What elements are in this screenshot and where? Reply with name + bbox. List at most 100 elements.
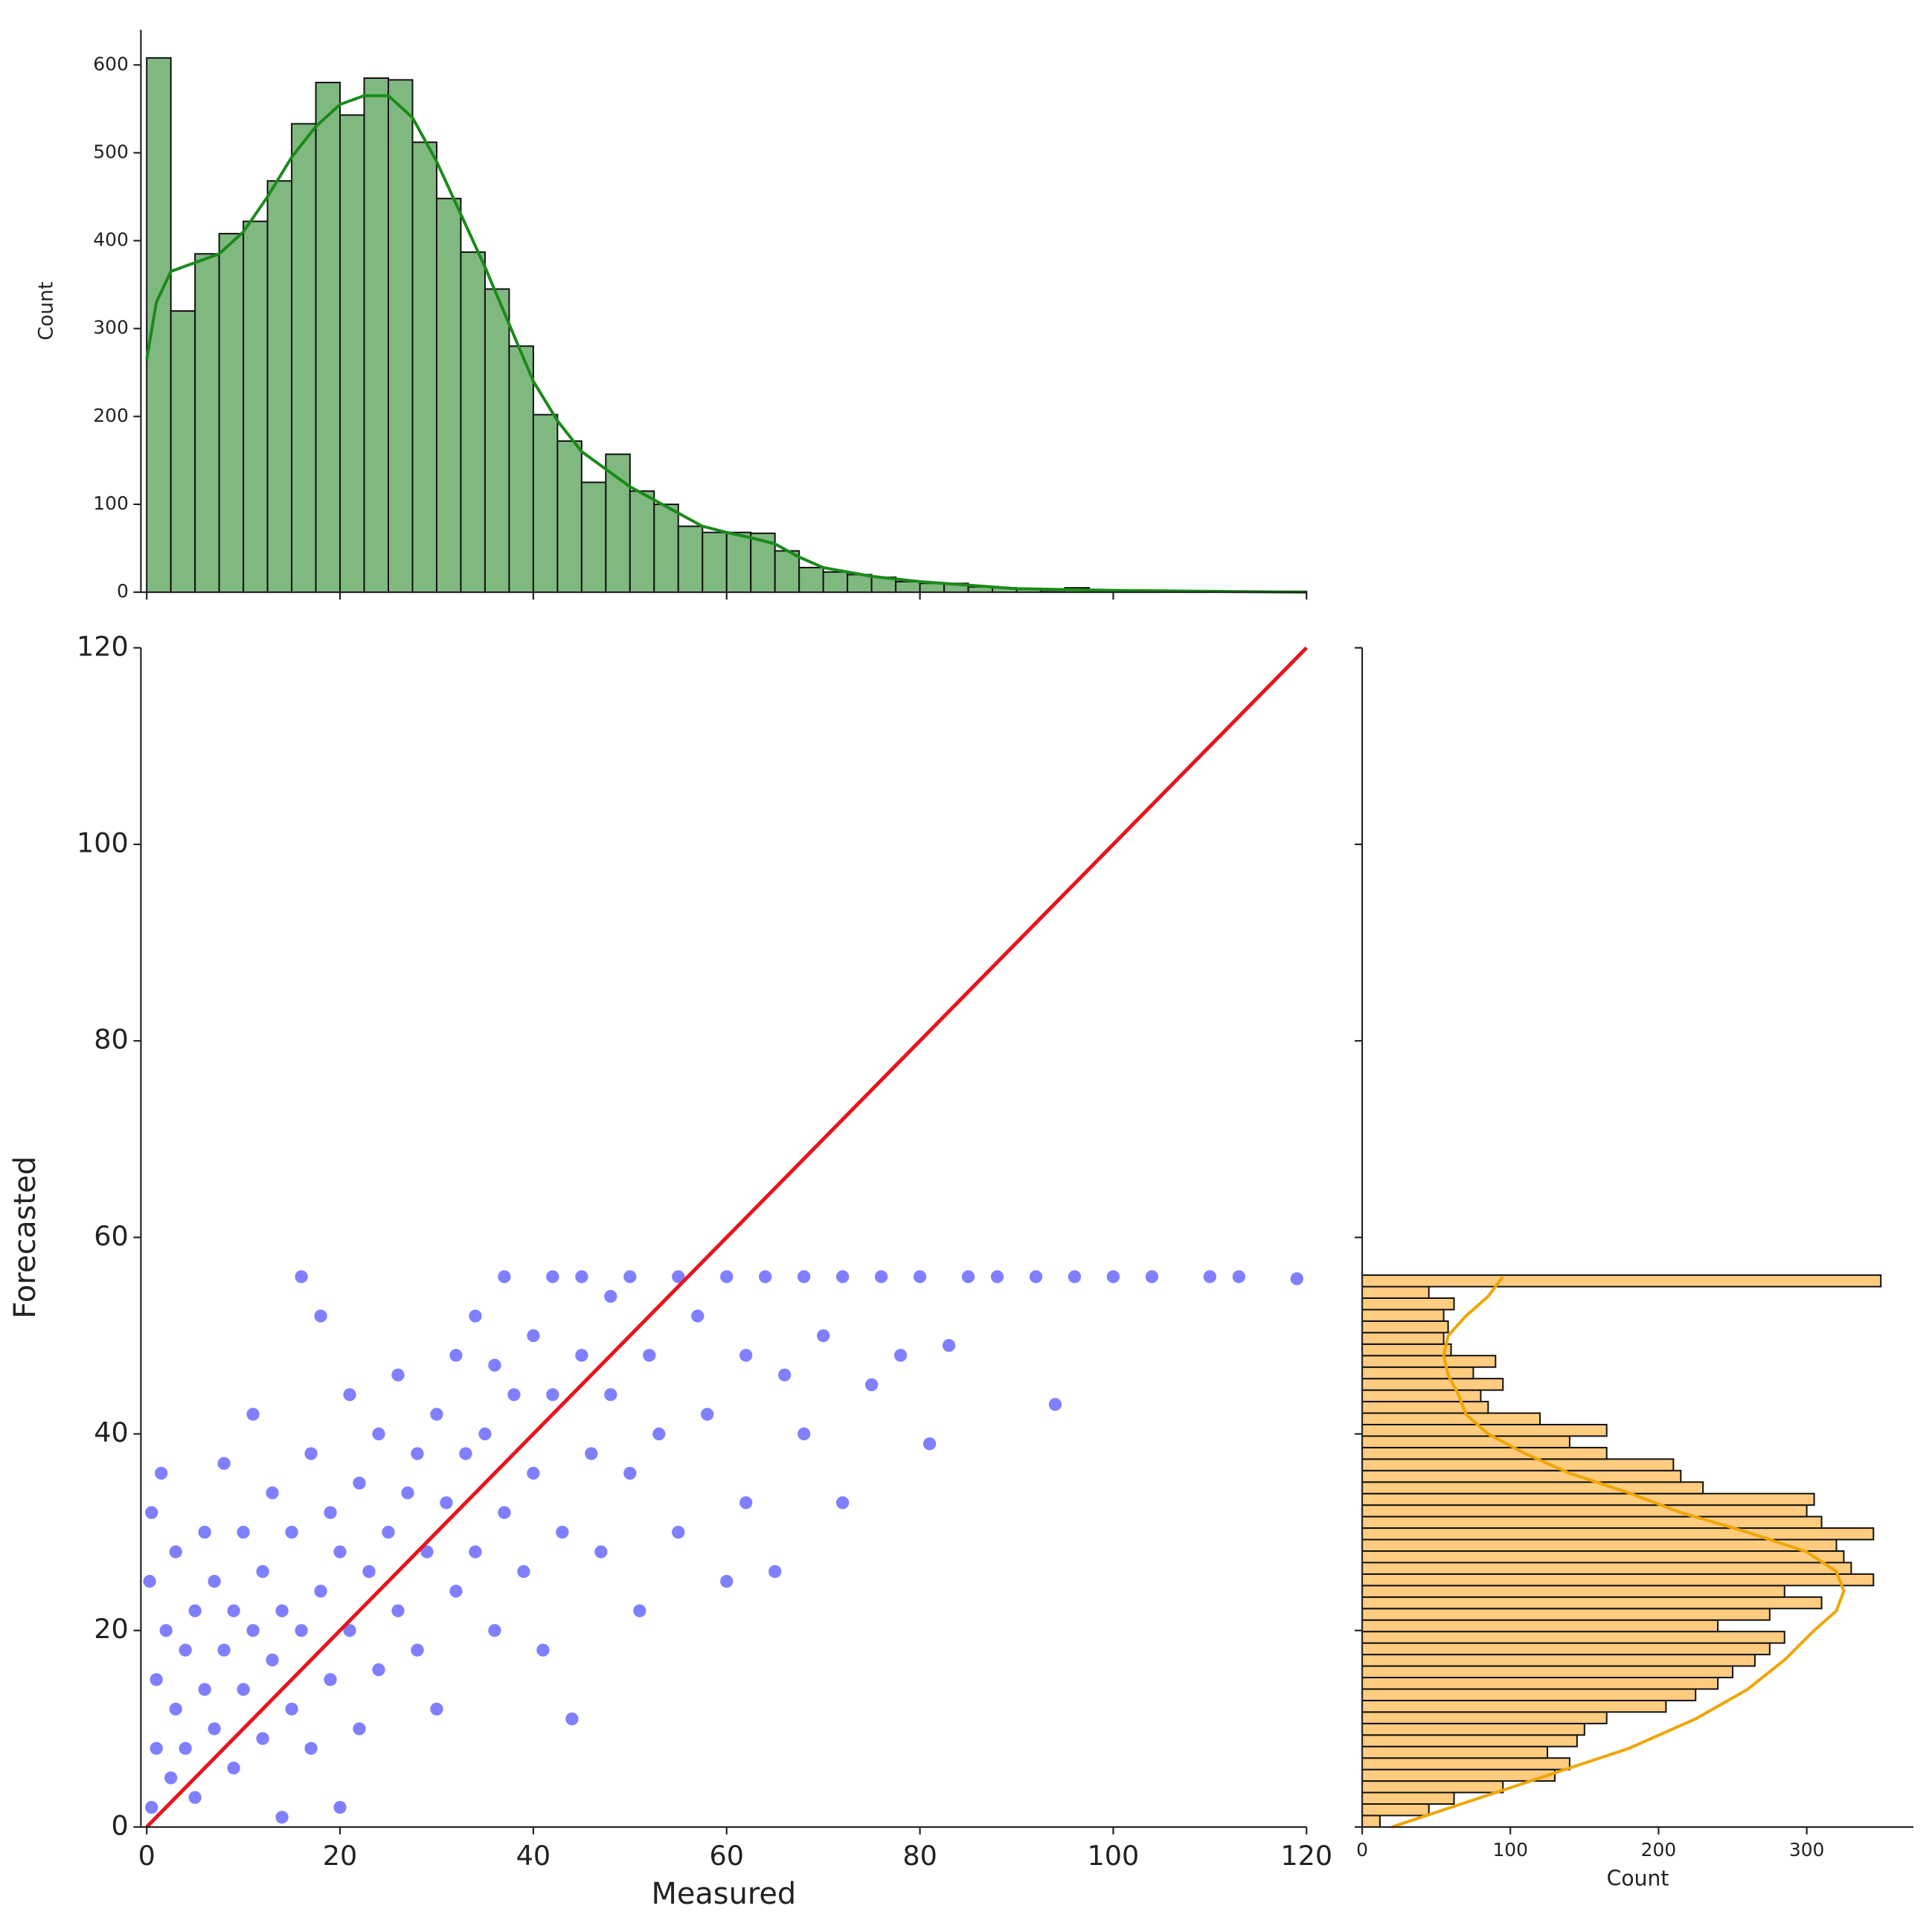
histogram-bar bbox=[291, 123, 317, 594]
histogram-bar bbox=[605, 453, 631, 594]
y-tick-label: 400 bbox=[93, 229, 129, 251]
histogram-bar bbox=[1361, 1527, 1875, 1541]
scatter-point bbox=[873, 1269, 889, 1284]
histogram-bar bbox=[677, 525, 704, 594]
scatter-point bbox=[255, 1731, 270, 1746]
histogram-bar bbox=[266, 180, 293, 594]
scatter-point bbox=[989, 1269, 1005, 1284]
histogram-bar bbox=[532, 414, 559, 594]
scatter-point bbox=[719, 1574, 734, 1589]
histogram-bar bbox=[1361, 1492, 1815, 1506]
histogram-bar bbox=[1361, 1585, 1785, 1598]
kde-curve bbox=[145, 94, 1307, 594]
histogram-bar bbox=[1361, 1711, 1608, 1724]
scatter-point bbox=[265, 1486, 280, 1500]
y-tick-label: 40 bbox=[94, 1416, 129, 1448]
kde-curve bbox=[1391, 1276, 1846, 1829]
histogram-bar bbox=[1361, 1573, 1875, 1587]
scatter-point bbox=[941, 1338, 957, 1353]
scatter-point bbox=[255, 1564, 270, 1579]
scatter-point bbox=[333, 1800, 347, 1815]
scatter-point bbox=[768, 1564, 783, 1579]
scatter-point bbox=[187, 1603, 202, 1618]
histogram-bar bbox=[1361, 1515, 1823, 1529]
y-tick-label: 60 bbox=[94, 1220, 129, 1252]
x-axis-label: Measured bbox=[651, 1877, 796, 1911]
x-tick-label: 40 bbox=[516, 1840, 551, 1872]
histogram-bar bbox=[435, 197, 462, 594]
scatter-point bbox=[187, 1790, 202, 1805]
y-tick-label: 600 bbox=[93, 53, 129, 74]
scatter-point bbox=[178, 1741, 193, 1756]
scatter-point bbox=[410, 1643, 425, 1657]
scatter-point bbox=[294, 1623, 309, 1638]
scatter-point bbox=[197, 1682, 212, 1697]
scatter-point bbox=[207, 1721, 222, 1736]
scatter-point bbox=[342, 1623, 357, 1638]
scatter-point bbox=[400, 1486, 415, 1500]
scatter-point bbox=[893, 1348, 908, 1363]
scatter-point bbox=[594, 1544, 609, 1559]
histogram-bar bbox=[1361, 1274, 1882, 1288]
histogram-bar bbox=[653, 503, 679, 594]
scatter-point bbox=[574, 1269, 589, 1284]
histogram-bar bbox=[1361, 1343, 1452, 1357]
scatter-point bbox=[197, 1525, 212, 1540]
scatter-point bbox=[304, 1446, 318, 1461]
histogram-bar bbox=[1361, 1596, 1823, 1610]
histogram-bar bbox=[508, 345, 534, 594]
scatter-point bbox=[487, 1358, 502, 1373]
scatter-point bbox=[458, 1446, 473, 1461]
histogram-bar bbox=[1361, 1332, 1445, 1345]
y-tick-label: 120 bbox=[77, 630, 129, 662]
scatter-point bbox=[700, 1407, 715, 1422]
scatter-point bbox=[719, 1269, 734, 1284]
scatter-point bbox=[652, 1426, 667, 1442]
scatter-point bbox=[429, 1701, 444, 1717]
histogram-bar bbox=[725, 531, 752, 594]
scatter-point bbox=[313, 1309, 328, 1323]
histogram-bar bbox=[1361, 1561, 1852, 1575]
scatter-point bbox=[960, 1269, 976, 1284]
histogram-bar bbox=[1361, 1642, 1771, 1656]
scatter-point bbox=[555, 1525, 570, 1540]
histogram-bar bbox=[339, 114, 365, 594]
scatter-point bbox=[516, 1564, 531, 1579]
scatter-point bbox=[323, 1505, 338, 1520]
histogram-bar bbox=[580, 481, 607, 594]
y-tick-label: 100 bbox=[93, 492, 129, 514]
y-tick-label: 80 bbox=[94, 1024, 129, 1056]
scatter-point bbox=[603, 1288, 618, 1304]
scatter-point bbox=[362, 1564, 376, 1579]
histogram-bar bbox=[388, 79, 414, 594]
y-tick-label: 500 bbox=[93, 141, 129, 162]
scatter-point bbox=[1047, 1397, 1063, 1412]
scatter-point bbox=[207, 1574, 222, 1589]
histogram-bar bbox=[363, 77, 390, 594]
histogram-bar bbox=[1361, 1309, 1445, 1322]
scatter-point bbox=[468, 1544, 483, 1559]
scatter-point bbox=[690, 1309, 705, 1323]
scatter-point bbox=[739, 1495, 754, 1510]
histogram-bar bbox=[1361, 1458, 1675, 1471]
scatter-point bbox=[526, 1328, 541, 1344]
histogram-bar bbox=[1361, 1768, 1556, 1782]
scatter-point bbox=[671, 1525, 686, 1540]
histogram-bar bbox=[1361, 1504, 1808, 1518]
histogram-bar bbox=[1361, 1722, 1585, 1736]
scatter-point bbox=[381, 1525, 396, 1540]
scatter-point bbox=[158, 1623, 173, 1638]
scatter-point bbox=[584, 1446, 599, 1461]
y-axis-label: Count bbox=[35, 282, 58, 341]
histogram-bar bbox=[1361, 1734, 1578, 1747]
scatter-point bbox=[275, 1603, 289, 1618]
x-axis-label: Count bbox=[1607, 1866, 1669, 1891]
scatter-point bbox=[352, 1721, 367, 1736]
histogram-bar bbox=[1361, 1550, 1845, 1564]
x-tick-label: 120 bbox=[1280, 1840, 1332, 1872]
histogram-bar bbox=[1361, 1745, 1549, 1759]
scatter-point bbox=[333, 1544, 347, 1559]
scatter-point bbox=[468, 1309, 483, 1323]
y-tick-label: 100 bbox=[77, 826, 129, 858]
scatter-point bbox=[168, 1701, 183, 1717]
